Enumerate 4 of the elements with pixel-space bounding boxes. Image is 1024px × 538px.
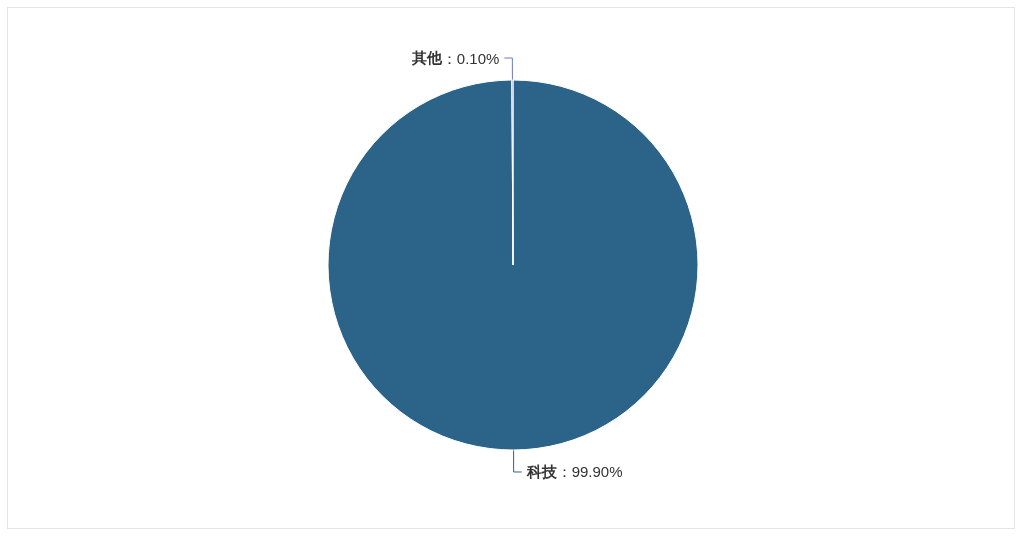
data-label: ：0.10% bbox=[441, 49, 500, 67]
slice-label: 其他 bbox=[410, 49, 443, 67]
data-label: ：99.90% bbox=[556, 463, 623, 481]
slice-label: 科技 bbox=[525, 463, 558, 481]
